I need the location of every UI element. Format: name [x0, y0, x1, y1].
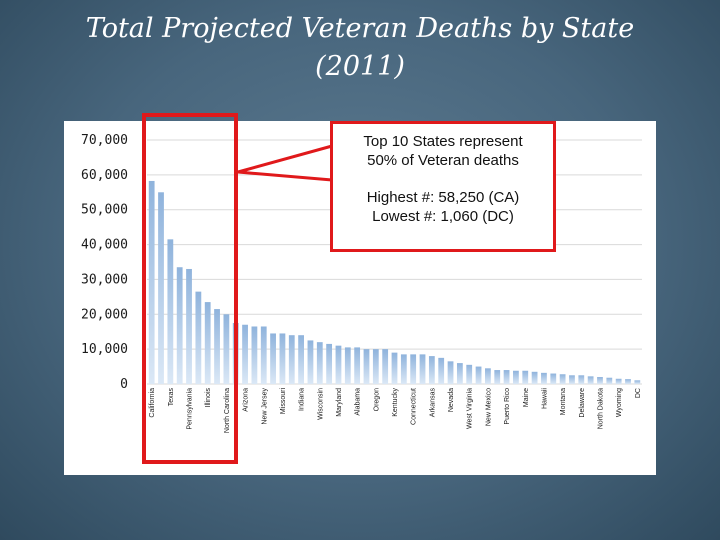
bar — [606, 377, 613, 384]
top-ten-highlight-box — [142, 113, 238, 464]
bar — [531, 371, 538, 384]
bar — [466, 364, 473, 384]
bar — [382, 349, 389, 384]
bar — [195, 291, 202, 384]
x-axis: California Texas Pennsylvania Illinois North… — [149, 388, 642, 434]
bar — [158, 192, 164, 384]
bar — [354, 347, 361, 384]
bar — [316, 342, 323, 384]
bar — [176, 267, 183, 384]
bar — [400, 354, 407, 384]
bar — [513, 370, 519, 384]
x-tick-label: Texas — [168, 388, 175, 407]
x-tick-label: Wisconsin — [317, 388, 324, 420]
y-tick-label: 60,000 — [81, 168, 128, 183]
bar — [541, 372, 547, 384]
x-tick-label: North Dakota — [597, 388, 604, 429]
bar — [494, 370, 501, 384]
bar — [578, 375, 585, 384]
bar — [559, 374, 566, 384]
x-tick-label: Puerto Rico — [504, 388, 511, 425]
bar — [447, 361, 454, 384]
x-tick-label: DC — [635, 388, 642, 398]
bar — [372, 349, 379, 384]
bar — [503, 370, 510, 384]
bar — [569, 375, 575, 384]
x-tick-label: Missouri — [280, 388, 287, 415]
bar — [428, 356, 435, 384]
slide-title-line1: Total Projected Veteran Deaths by State — [85, 13, 635, 44]
callout-line4: Lowest #: 1,060 (DC) — [372, 208, 514, 225]
x-tick-label: Nevada — [448, 388, 455, 412]
bar — [326, 343, 333, 384]
bar — [344, 347, 351, 384]
x-tick-label: Kentucky — [392, 388, 399, 417]
bar — [270, 333, 276, 384]
x-tick-label: Alabama — [355, 388, 362, 416]
x-tick-label: Hawaii — [541, 388, 548, 409]
bar — [410, 354, 417, 384]
x-tick-label: California — [149, 388, 156, 418]
x-tick-label: Montana — [560, 388, 567, 415]
bar — [475, 366, 482, 384]
bar — [625, 379, 631, 384]
bar — [186, 268, 192, 384]
bar — [597, 377, 603, 384]
x-tick-label: Wyoming — [616, 388, 623, 417]
bar — [251, 326, 258, 384]
x-tick-label: Oregon — [373, 388, 380, 411]
x-tick-label: Indiana — [299, 388, 306, 411]
x-tick-label: Arkansas — [429, 388, 436, 418]
callout-box: Top 10 States represent 50% of Veteran d… — [330, 121, 556, 252]
callout-line1: Top 10 States represent — [363, 133, 523, 150]
bar — [298, 335, 304, 384]
bar — [634, 380, 641, 384]
bar — [288, 335, 295, 384]
x-tick-label: New Jersey — [261, 388, 268, 425]
bar — [148, 180, 155, 384]
x-tick-label: New Mexico — [485, 388, 492, 426]
y-tick-label: 50,000 — [81, 203, 128, 218]
y-tick-label: 10,000 — [81, 342, 128, 357]
slide-title-line2: (2011) — [315, 51, 405, 82]
bar — [363, 349, 370, 384]
bar — [167, 239, 174, 384]
bar — [204, 302, 211, 384]
bar — [587, 376, 594, 384]
bar — [522, 370, 529, 384]
y-tick-label: 0 — [120, 377, 128, 392]
x-tick-label: Illinois — [205, 388, 212, 408]
y-tick-label: 30,000 — [81, 272, 128, 287]
bar — [438, 357, 445, 384]
x-tick-label: Connecticut — [411, 388, 418, 425]
bar — [242, 324, 248, 384]
x-tick-label: Delaware — [579, 388, 586, 418]
bar — [223, 314, 230, 384]
y-tick-label: 20,000 — [81, 307, 128, 322]
x-tick-label: North Carolina — [224, 388, 231, 433]
callout-line3: Highest #: 58,250 (CA) — [366, 189, 520, 206]
y-axis: 0 10,000 20,000 30,000 40,000 50,000 60,000 70,… — [81, 133, 128, 392]
y-tick-label: 70,000 — [81, 133, 128, 148]
x-tick-label: Maine — [523, 388, 530, 407]
bar — [485, 368, 491, 384]
bar — [260, 326, 267, 384]
bar — [391, 352, 398, 384]
y-tick-label: 40,000 — [81, 238, 128, 253]
x-tick-label: Pennsylvania — [187, 388, 194, 430]
x-tick-label: West Virginia — [467, 388, 474, 429]
bar — [307, 340, 314, 384]
bar — [615, 378, 622, 384]
bar — [419, 354, 426, 384]
x-tick-label: Maryland — [336, 388, 343, 417]
callout-line2: 50% of Veteran deaths — [367, 152, 519, 169]
x-tick-label: Arizona — [243, 388, 250, 412]
bar — [456, 363, 463, 384]
bar — [214, 309, 220, 384]
bar-chart: 0 10,000 20,000 30,000 40,000 50,000 60,000 70,… — [81, 133, 642, 434]
slide-title: Total Projected Veteran Deaths by State … — [20, 10, 700, 86]
bar — [279, 333, 286, 384]
bar — [550, 373, 557, 384]
bar — [335, 345, 342, 384]
